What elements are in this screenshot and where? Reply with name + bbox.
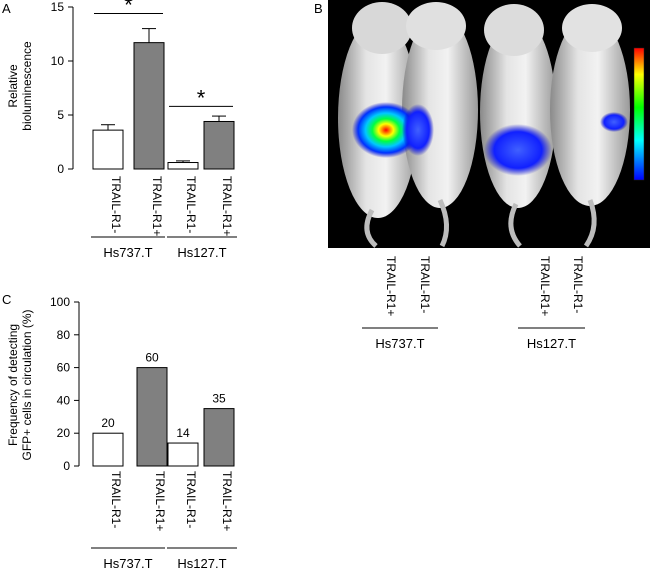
- chart-c-data-label: 60: [145, 351, 159, 365]
- imaging-lane-label: TRAIL-R1+: [538, 256, 552, 316]
- chart-c-bar: [203, 408, 235, 467]
- panel-label-c: C: [2, 292, 11, 307]
- mouse-3-head: [484, 4, 544, 56]
- signal-hs737-r1neg: [402, 104, 434, 156]
- mouse-2-tail: [437, 198, 449, 248]
- mouse-1-head: [352, 2, 412, 54]
- chart-c-data-label: 35: [212, 392, 226, 406]
- imaging-group-label: Hs127.T: [527, 336, 576, 351]
- mouse-2: [402, 12, 478, 208]
- chart-a-bar: [203, 120, 235, 170]
- chart-a-ytick-label: 5: [57, 108, 64, 122]
- chart-a-significance-star: *: [197, 85, 206, 110]
- chart-a-category-label: TRAIL-R1-: [184, 176, 198, 233]
- chart-c-ytick-label: 40: [57, 393, 71, 407]
- chart-c-ytick-label: 80: [57, 328, 71, 342]
- chart-c-category-label: TRAIL-R1-: [184, 471, 198, 528]
- chart-a-bar: [167, 162, 199, 170]
- chart-a-category-label: TRAIL-R1+: [150, 176, 164, 236]
- mouse-2-head: [406, 2, 466, 50]
- chart-a-ylabel-line2: bioluminescence: [20, 41, 34, 131]
- chart-a-ytick-label: 10: [51, 54, 65, 68]
- chart-c-ytick-label: 0: [63, 459, 70, 473]
- chart-a-ytick-label: 0: [57, 162, 64, 176]
- chart-c-category-label: TRAIL-R1-: [109, 471, 123, 528]
- chart-a-category-label: TRAIL-R1+: [220, 176, 234, 236]
- chart-c-ytick-label: 100: [50, 295, 70, 309]
- color-scale-bar: [633, 47, 645, 181]
- panel-label-a: A: [2, 1, 11, 16]
- chart-c-data-label: 20: [101, 416, 115, 430]
- signal-hs127-r1neg: [600, 112, 628, 132]
- imaging-lane-label: TRAIL-R1-: [418, 256, 432, 313]
- mouse-4: [550, 14, 630, 206]
- chart-a-ylabel-line1: Relative: [6, 64, 20, 108]
- chart-c-group-label: Hs127.T: [177, 556, 226, 570]
- chart-c-group-label: Hs737.T: [103, 556, 152, 570]
- chart-c-bar: [167, 442, 199, 467]
- imaging-lane-label: TRAIL-R1-: [571, 256, 585, 313]
- mouse-3-tail: [508, 202, 522, 248]
- bioluminescence-image: TRAIL-R1+ TRAIL-R1- TRAIL-R1+ TRAIL-R1- Hs7…: [328, 0, 650, 351]
- chart-c-ytick-label: 20: [57, 426, 71, 440]
- chart-c-ytick-label: 60: [57, 361, 71, 375]
- panel-label-b: B: [314, 1, 323, 16]
- imaging-lane-label: TRAIL-R1+: [384, 256, 398, 316]
- signal-hs737-r1pos: [352, 102, 420, 158]
- chart-c-data-label: 14: [176, 426, 190, 440]
- chart-a-group-label: Hs737.T: [103, 245, 152, 260]
- chart-a-group-label: Hs127.T: [177, 245, 226, 260]
- chart-c-ylabel-line1: Frequency of detecting: [6, 324, 20, 446]
- imaging-group-label: Hs737.T: [375, 336, 424, 351]
- chart-a: Relative bioluminescence 0 5 10 15 TRAIL-R1…: [6, 0, 237, 260]
- chart-c-category-label: TRAIL-R1+: [220, 471, 234, 531]
- signal-hs127-r1pos: [484, 124, 552, 176]
- chart-a-category-label: TRAIL-R1-: [109, 176, 123, 233]
- mouse-4-tail: [583, 199, 597, 248]
- chart-a-bar: [92, 129, 124, 170]
- chart-c: Frequency of detecting GFP+ cells in cir…: [6, 295, 237, 570]
- chart-c-category-label: TRAIL-R1+: [153, 471, 167, 531]
- mouse-1-tail: [364, 208, 378, 248]
- chart-a-bar: [133, 42, 165, 170]
- chart-c-ylabel-line2: GFP+ cells in circulation (%): [20, 309, 34, 460]
- chart-a-ytick-label: 15: [51, 0, 65, 14]
- mouse-4-head: [562, 4, 622, 52]
- chart-c-bar: [136, 367, 168, 467]
- chart-a-significance-star: *: [124, 0, 133, 17]
- chart-c-bar: [92, 432, 124, 467]
